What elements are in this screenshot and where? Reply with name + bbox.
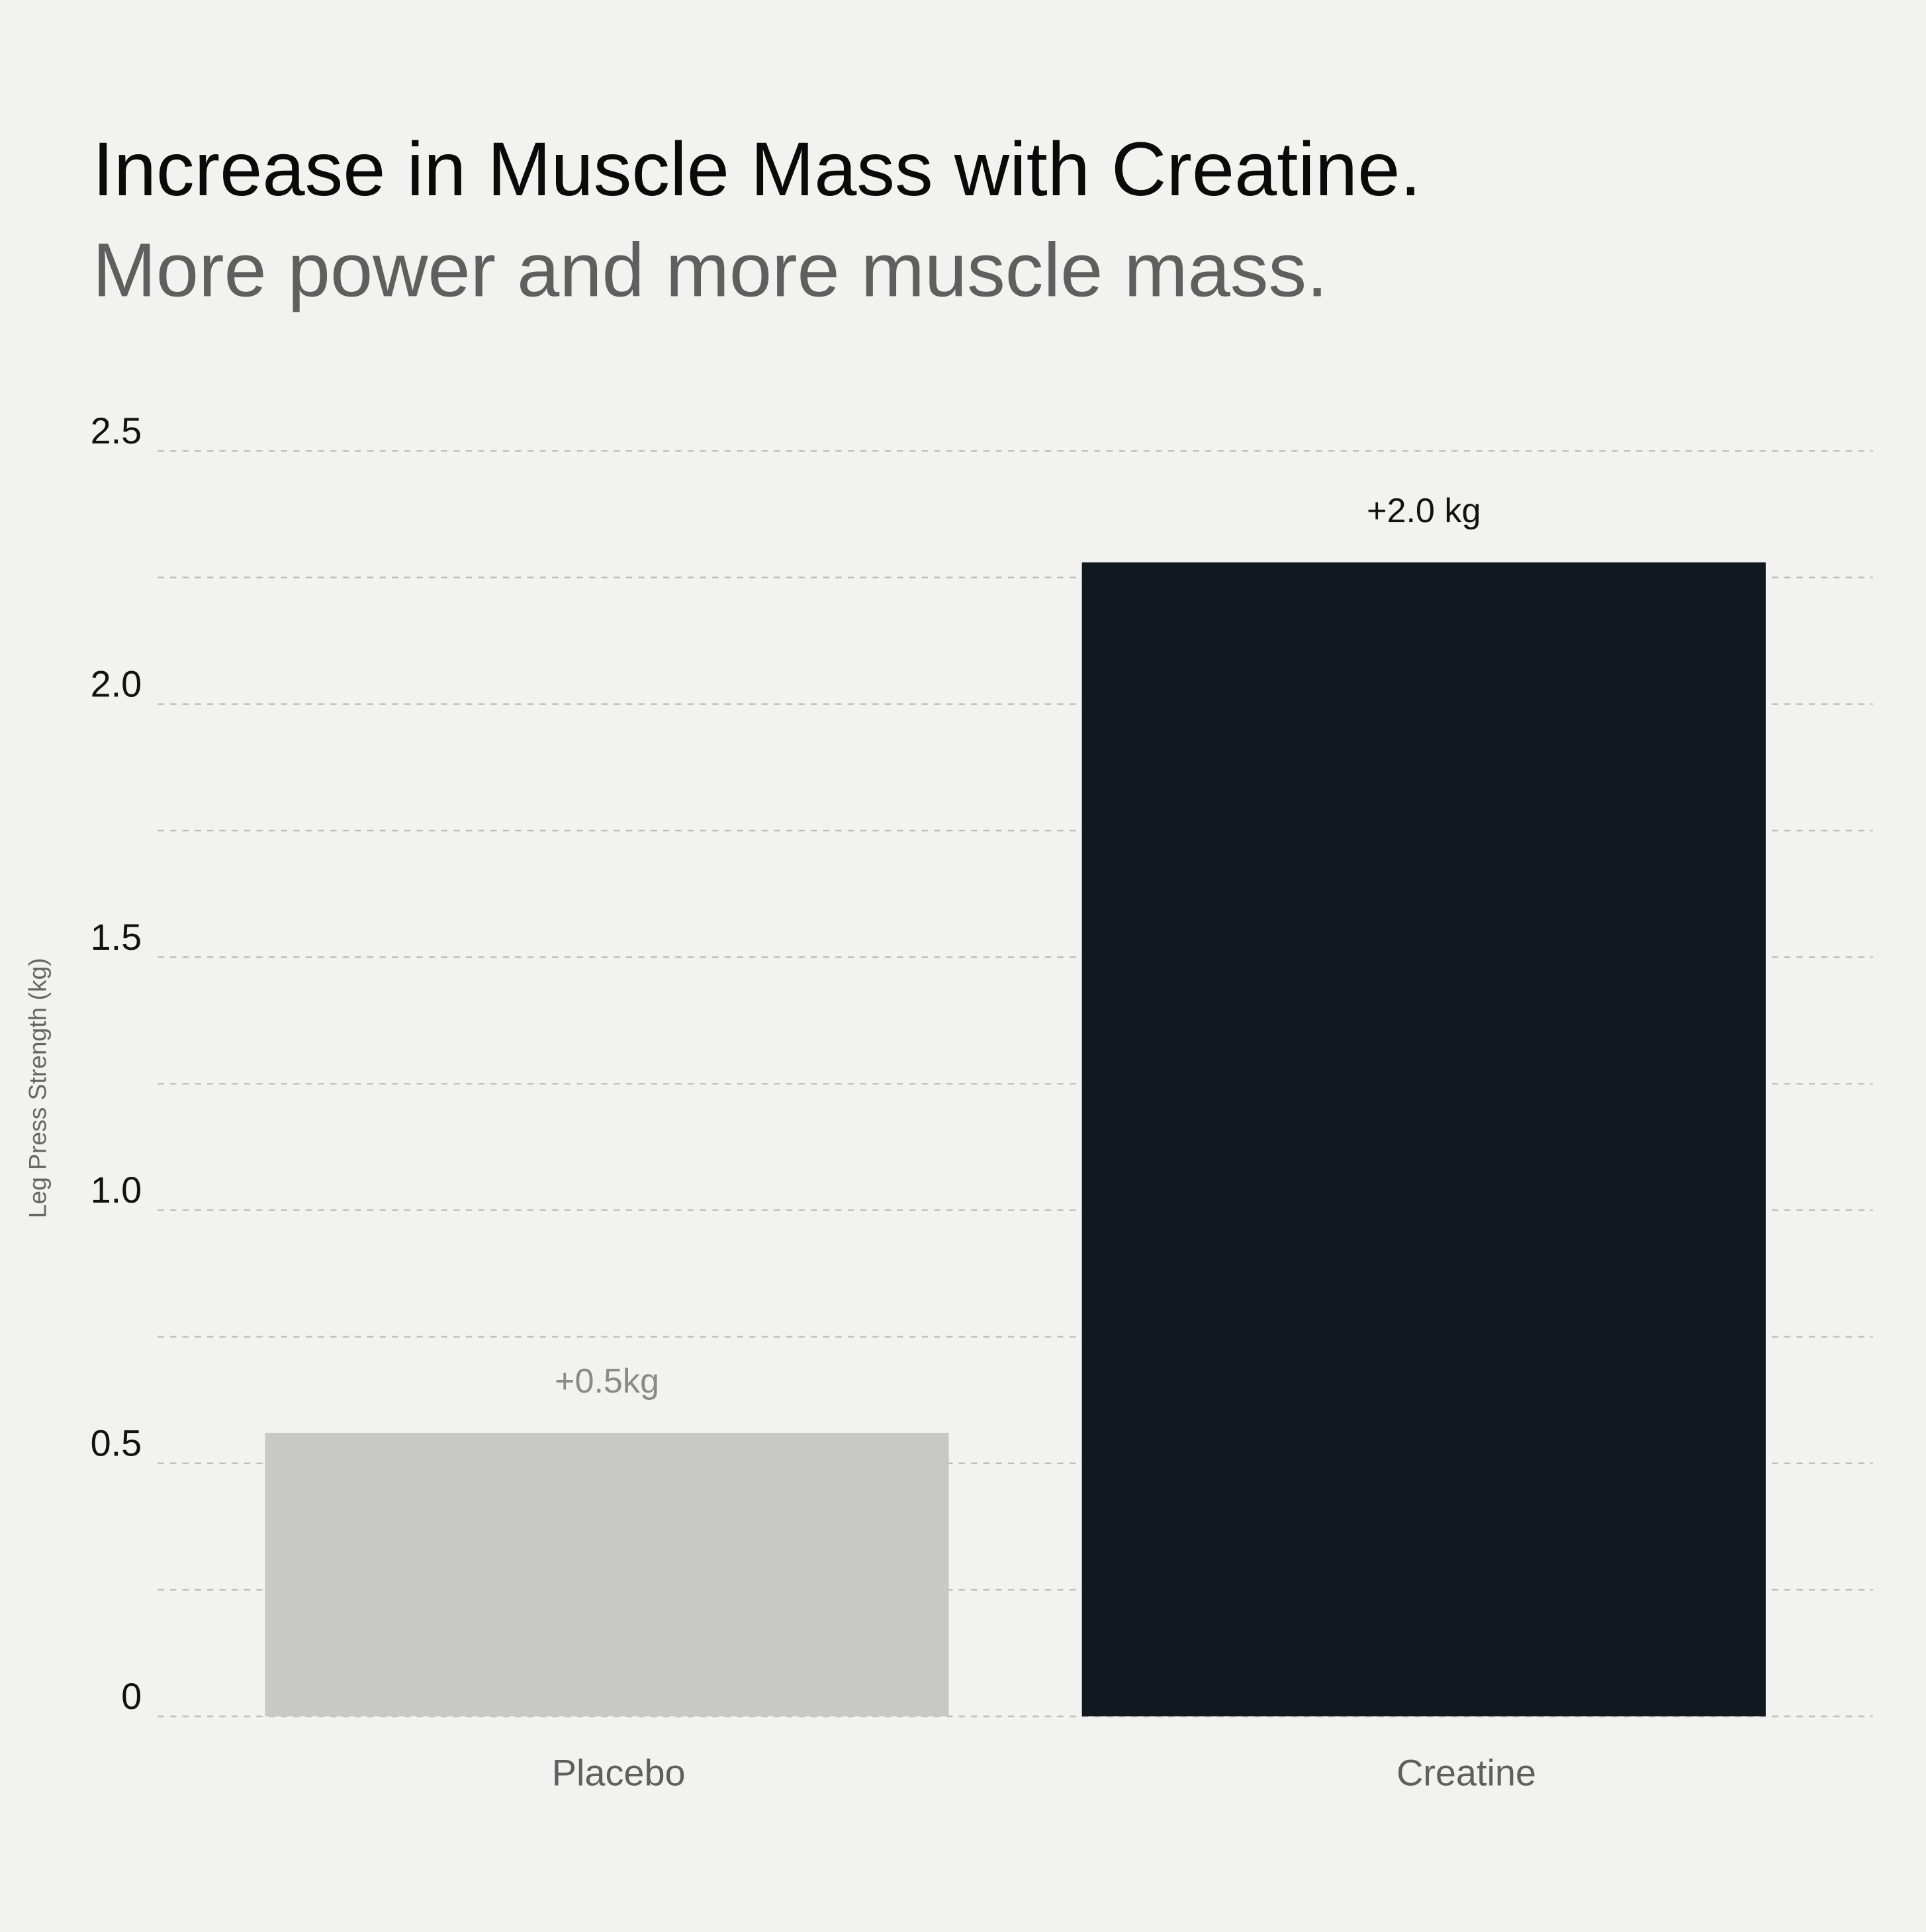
bar [1081,562,1766,1717]
chart-title: Increase in Muscle Mass with Creatine. [93,127,1422,212]
y-tick-label: 0.5 [91,1422,142,1464]
y-tick-label: 1.0 [91,1169,142,1211]
y-tick-label: 0 [121,1675,142,1717]
chart-subtitle: More power and more muscle mass. [93,228,1328,312]
bar-annotation: +0.5kg [555,1362,659,1401]
y-tick-label: 1.5 [91,916,142,958]
y-tick-label: 2.0 [91,663,142,704]
x-tick-label: Creatine [1397,1751,1536,1793]
bar [265,1432,949,1717]
bar-annotation: +2.0 kg [1367,492,1481,530]
y-axis-label: Leg Press Strength (kg) [24,958,52,1218]
x-tick-label: Placebo [552,1751,686,1793]
y-tick-label: 2.5 [91,410,142,451]
